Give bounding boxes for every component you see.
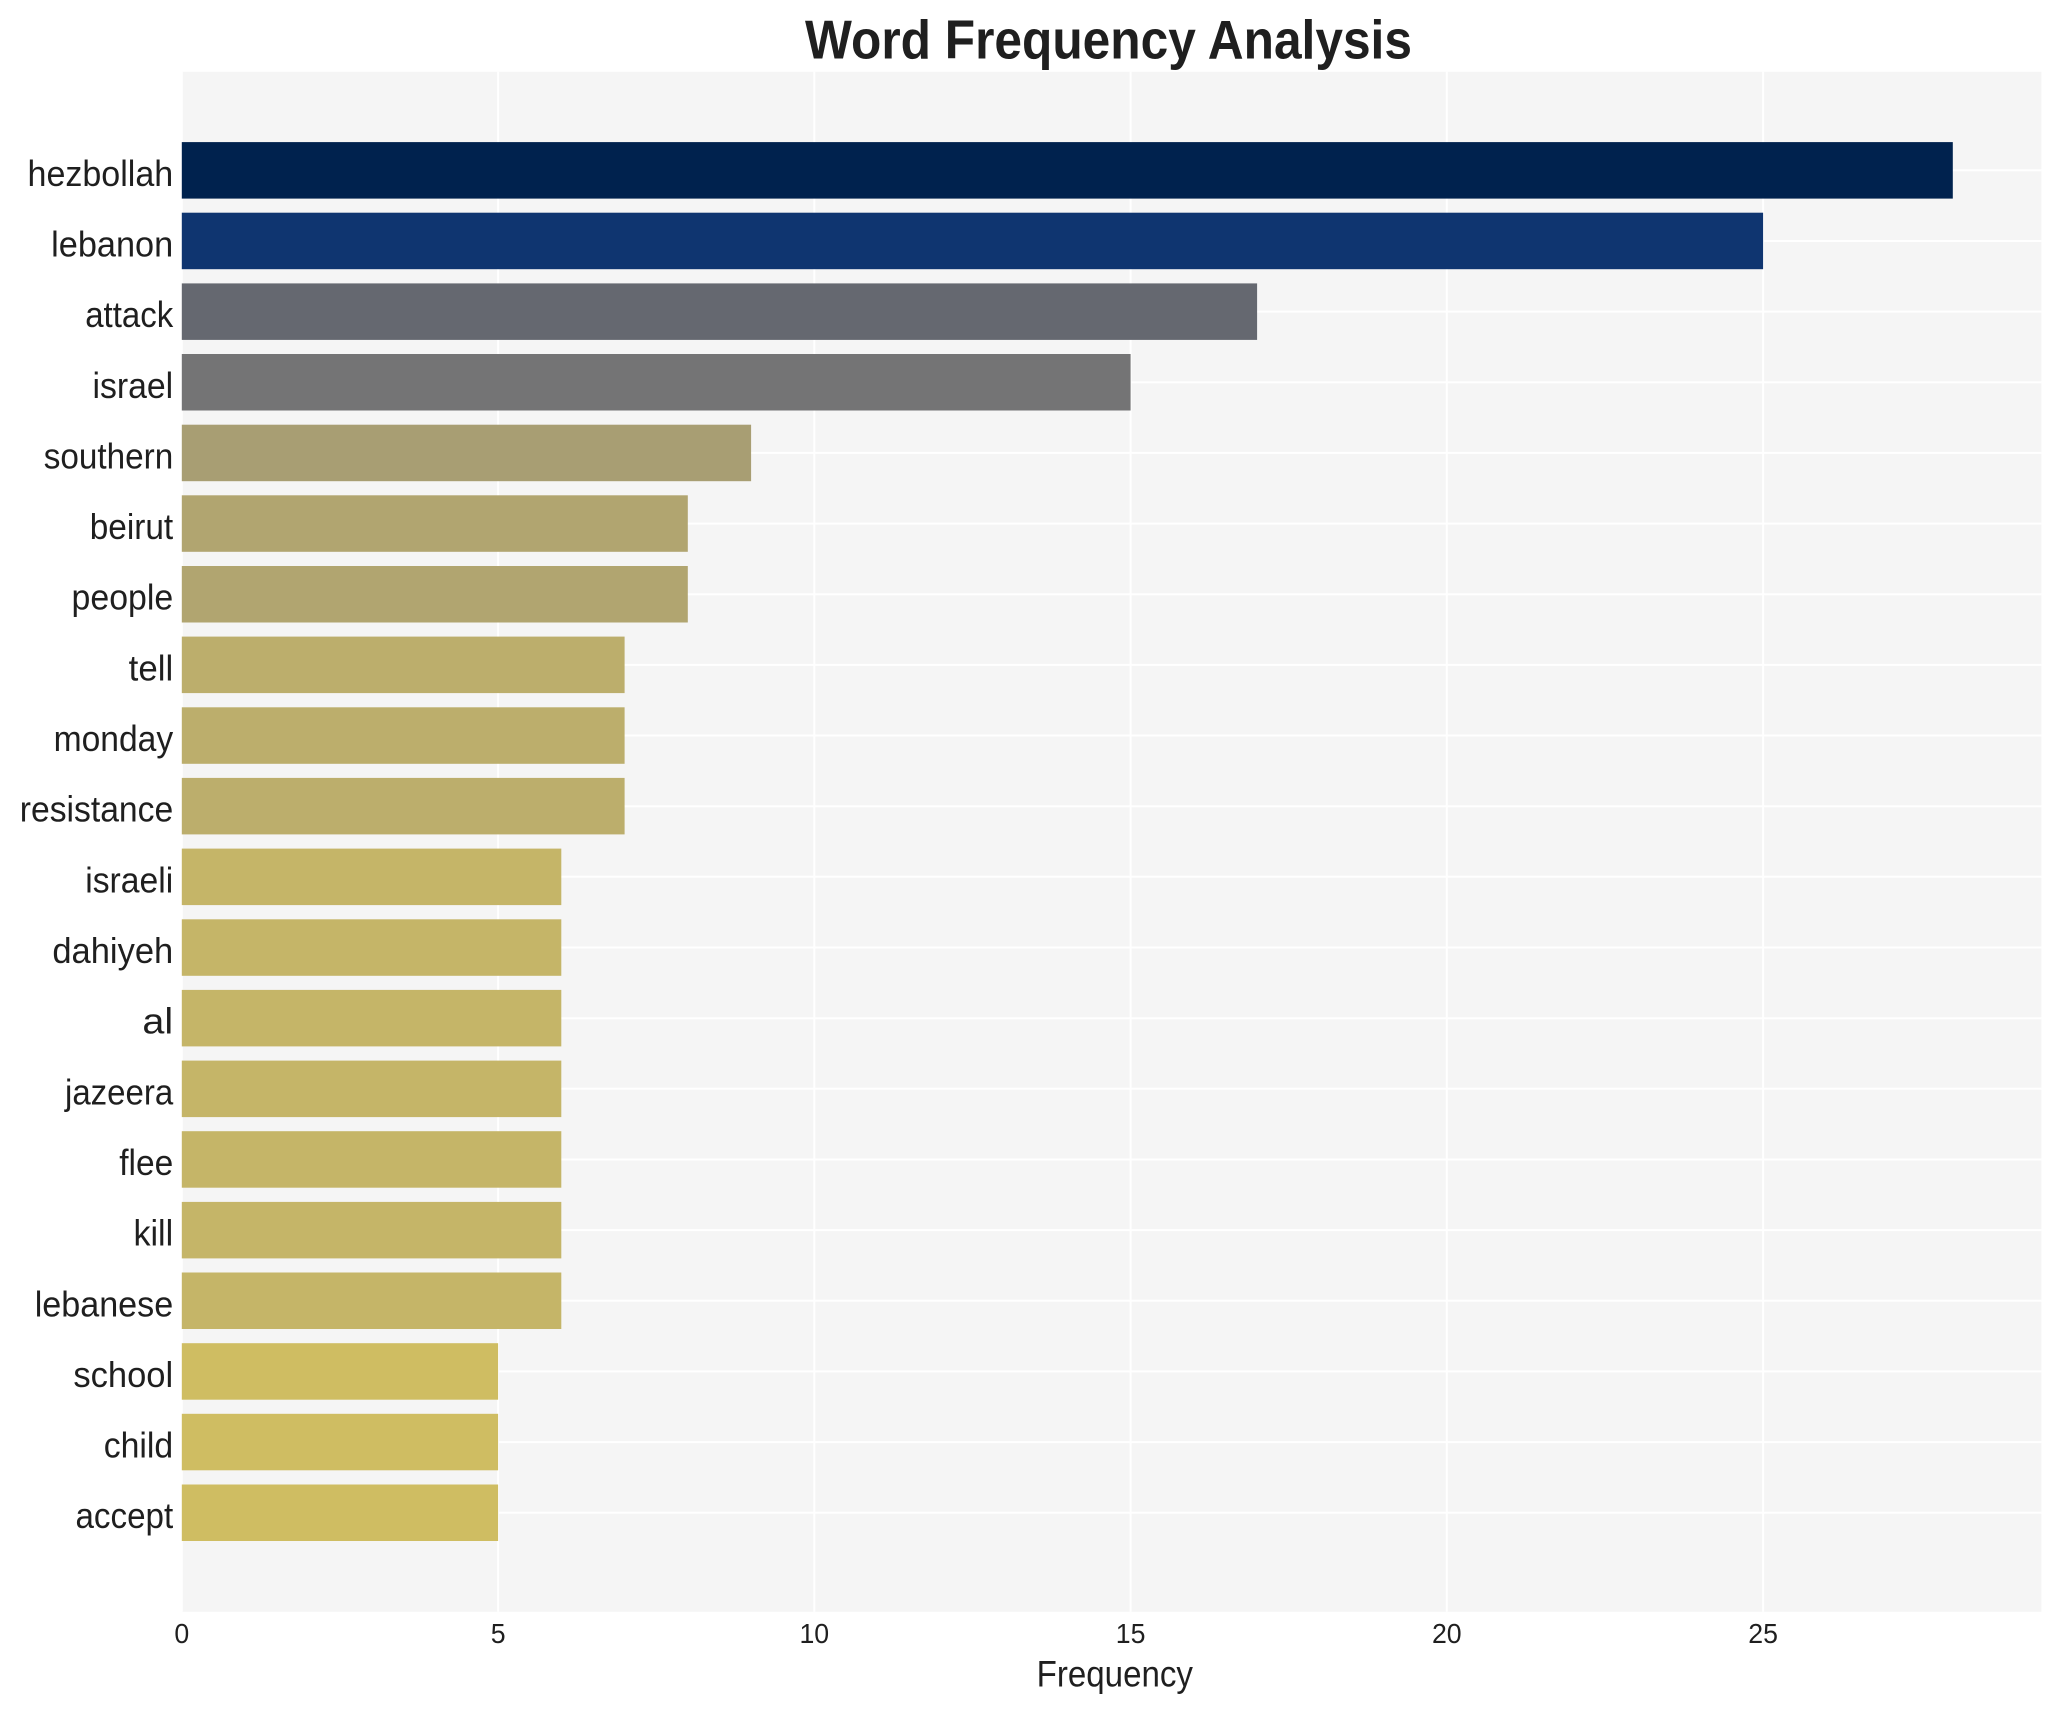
svg-text:people: people	[72, 578, 174, 618]
svg-text:southern: southern	[44, 437, 173, 476]
svg-text:hezbollah: hezbollah	[28, 154, 174, 194]
svg-text:5: 5	[491, 1617, 506, 1649]
svg-text:resistance: resistance	[20, 790, 173, 830]
svg-text:al: al	[142, 1002, 173, 1042]
svg-text:0: 0	[174, 1617, 189, 1649]
svg-text:20: 20	[1432, 1617, 1462, 1649]
svg-text:lebanon: lebanon	[51, 225, 173, 265]
svg-text:kill: kill	[133, 1214, 173, 1254]
svg-text:monday: monday	[54, 719, 174, 759]
svg-text:israeli: israeli	[85, 860, 173, 900]
svg-text:lebanese: lebanese	[35, 1284, 173, 1324]
svg-text:25: 25	[1748, 1617, 1778, 1649]
svg-text:tell: tell	[129, 648, 174, 689]
svg-text:school: school	[73, 1355, 173, 1395]
svg-text:jazeera: jazeera	[64, 1073, 174, 1113]
svg-text:accept: accept	[75, 1497, 173, 1537]
svg-text:Frequency: Frequency	[1037, 1653, 1194, 1694]
svg-text:Word Frequency Analysis: Word Frequency Analysis	[805, 10, 1412, 71]
svg-text:dahiyeh: dahiyeh	[52, 931, 173, 971]
svg-text:beirut: beirut	[90, 508, 174, 547]
svg-text:flee: flee	[119, 1144, 173, 1183]
svg-text:15: 15	[1116, 1617, 1146, 1649]
svg-text:israel: israel	[93, 366, 174, 406]
svg-text:attack: attack	[85, 296, 174, 336]
svg-text:10: 10	[799, 1617, 829, 1649]
svg-text:child: child	[104, 1426, 173, 1466]
